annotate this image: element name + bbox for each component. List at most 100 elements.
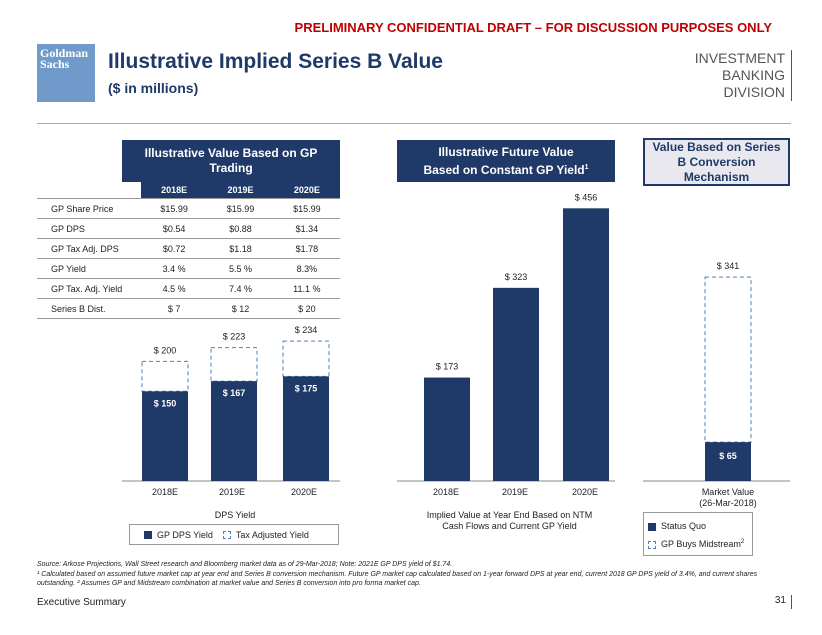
x-tick-label: 2018E xyxy=(151,487,179,497)
legend-label-gp-buys: GP Buys Midstream xyxy=(661,539,741,549)
footer-section-name: Executive Summary xyxy=(37,597,126,608)
page-subtitle: ($ in millions) xyxy=(108,80,199,96)
legend-swatch-solid xyxy=(648,522,656,531)
page-title: Illustrative Implied Series B Value xyxy=(108,50,443,73)
data-label-gp-dps: $ 175 xyxy=(295,383,318,393)
legend-swatch-dashed xyxy=(648,540,656,549)
table-row-label: GP Tax Adj. DPS xyxy=(37,238,141,259)
table-row-label: GP Tax. Adj. Yield xyxy=(37,278,141,299)
table-col-header: 2020E xyxy=(273,182,340,199)
bar-gp-dps-yield xyxy=(283,376,329,481)
confidential-banner: PRELIMINARY CONFIDENTIAL DRAFT – FOR DIS… xyxy=(294,20,772,35)
header-divider xyxy=(37,123,791,124)
table-col-header: 2018E xyxy=(141,182,208,199)
footnote-text: ¹ Calculated based on assumed future mar… xyxy=(37,571,758,587)
table-row: Series B Dist. $ 7 $ 12 $ 20 xyxy=(37,298,340,319)
panel-header-conversion-text: Value Based on Series B Conversion Mecha… xyxy=(652,139,781,184)
gp-trading-table: 2018E 2019E 2020E GP Share Price $15.99 $1… xyxy=(37,182,340,319)
table-cell: $1.78 xyxy=(273,238,340,259)
market-value-line-1: Market Value xyxy=(701,487,755,497)
bar-gp-dps-yield xyxy=(142,391,188,481)
table-row-label: GP Yield xyxy=(37,258,141,279)
x-axis-title-implied-value: Implied Value at Year End Based on NTM C… xyxy=(426,510,593,531)
source-note: Source: Arkose Projections, Wall Street … xyxy=(37,561,453,568)
table-cell: $ 12 xyxy=(207,298,274,319)
legend-swatch-solid xyxy=(144,530,152,539)
legend-label-status-quo: Status Quo xyxy=(661,521,707,531)
table-row: GP Yield 3.4 % 5.5 % 8.3% xyxy=(37,258,340,279)
x-axis-title-dps-yield: DPS Yield xyxy=(214,510,256,520)
division-line-2: DIVISION xyxy=(723,84,785,100)
legend-label-tax-adjusted: Tax Adjusted Yield xyxy=(235,529,309,540)
panel-header-gp-trading: Illustrative Value Based on GP Trading xyxy=(122,140,340,182)
legend-dps-yield: GP DPS Yield Tax Adjusted Yield xyxy=(129,524,339,545)
bar-gp-buys-midstream xyxy=(704,276,752,443)
table-row: GP Tax Adj. DPS $0.72 $1.18 $1.78 xyxy=(37,238,340,259)
panel-header-gp-trading-text: Illustrative Value Based on GP Trading xyxy=(144,146,318,175)
panel-header-future-value-text: Illustrative Future Value Based on Const… xyxy=(423,144,585,177)
division-label: INVESTMENT BANKING DIVISION xyxy=(640,50,792,101)
table-row-label: GP Share Price xyxy=(37,198,141,219)
legend-swatch-dashed xyxy=(222,530,231,539)
x-tick-label: 2019E xyxy=(501,487,529,497)
table-cell: 4.5 % xyxy=(141,278,208,299)
table-cell: 3.4 % xyxy=(141,258,208,279)
table-cell: $1.18 xyxy=(207,238,274,259)
data-label-status-quo: $ 65 xyxy=(719,451,737,461)
table-corner xyxy=(37,182,141,199)
table-col-header: 2019E xyxy=(207,182,274,199)
data-label-tax-adjusted: $ 223 xyxy=(223,332,246,342)
data-label-gp-buys-midstream: $ 341 xyxy=(717,261,740,271)
table-cell: $0.54 xyxy=(141,218,208,239)
x-tick-label: 2018E xyxy=(432,487,460,497)
legend-label-gp-dps: GP DPS Yield xyxy=(157,529,213,540)
table-row: GP DPS $0.54 $0.88 $1.34 xyxy=(37,218,340,239)
data-label-implied-value: $ 173 xyxy=(436,362,459,372)
panel-header-conversion: Value Based on Series B Conversion Mecha… xyxy=(643,138,790,186)
x-tick-label: 2020E xyxy=(571,487,599,497)
table-row-label: GP DPS xyxy=(37,218,141,239)
footnote-ref-1: 1 xyxy=(584,163,589,171)
data-label-gp-dps: $ 167 xyxy=(223,388,246,398)
division-line-1: INVESTMENT BANKING xyxy=(694,50,785,83)
table-cell: $15.99 xyxy=(141,198,208,219)
legend-conversion: Status Quo GP Buys Midstream2 xyxy=(643,512,753,556)
table-cell: $ 7 xyxy=(141,298,208,319)
goldman-sachs-logo: Goldman Sachs xyxy=(37,44,95,102)
panel-header-future-value: Illustrative Future Value Based on Const… xyxy=(397,140,615,182)
bar-status-quo xyxy=(705,442,751,481)
data-label-implied-value: $ 323 xyxy=(505,272,528,282)
data-label-tax-adjusted: $ 234 xyxy=(295,325,318,335)
table-row: GP Tax. Adj. Yield 4.5 % 7.4 % 11.1 % xyxy=(37,278,340,299)
table-cell: 5.5 % xyxy=(207,258,274,279)
bar-implied-value xyxy=(493,287,539,481)
data-label-tax-adjusted: $ 200 xyxy=(154,345,177,355)
data-label-implied-value: $ 456 xyxy=(575,192,598,202)
table-cell: $15.99 xyxy=(273,198,340,219)
bar-tax-adjusted-yield xyxy=(210,347,258,382)
x-tick-label: 2020E xyxy=(290,487,318,497)
bar-gp-dps-yield xyxy=(211,381,257,481)
table-cell: $ 20 xyxy=(273,298,340,319)
table-row-label: Series B Dist. xyxy=(37,298,141,319)
bar-implied-value xyxy=(424,377,470,481)
table-cell: 11.1 % xyxy=(273,278,340,299)
page-number: 31 xyxy=(740,595,792,609)
table-cell: $0.72 xyxy=(141,238,208,259)
table-cell: $15.99 xyxy=(207,198,274,219)
footnote-ref-2: 2 xyxy=(740,539,745,545)
bar-tax-adjusted-yield xyxy=(282,340,330,377)
x-tick-label: 2019E xyxy=(218,487,246,497)
data-label-gp-dps: $ 150 xyxy=(154,398,177,408)
table-cell: $0.88 xyxy=(207,218,274,239)
legend-item-gp-buys: GP Buys Midstream2 xyxy=(648,534,752,552)
bar-implied-value xyxy=(563,208,609,481)
legend-item-status-quo: Status Quo xyxy=(648,518,752,534)
x-tick-label-market-value: Market Value (26-Mar-2018) xyxy=(680,487,776,509)
table-cell: 7.4 % xyxy=(207,278,274,299)
table-cell: $1.34 xyxy=(273,218,340,239)
table-cell: 8.3% xyxy=(273,258,340,279)
table-row: GP Share Price $15.99 $15.99 $15.99 xyxy=(37,198,340,219)
bar-tax-adjusted-yield xyxy=(141,360,189,392)
